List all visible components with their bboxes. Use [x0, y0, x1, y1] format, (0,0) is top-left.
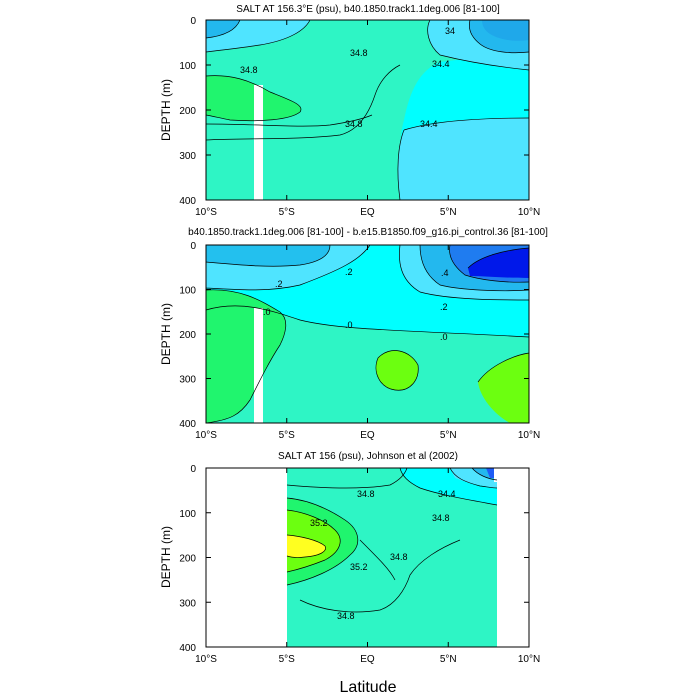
- panel-1-contour-label: 34.4: [420, 119, 438, 129]
- x-tick-label: 10°S: [195, 654, 217, 665]
- y-tick-label: 100: [179, 509, 196, 520]
- panel-1-contour-label: 34.8: [350, 48, 368, 58]
- x-tick-label: 10°S: [195, 207, 217, 218]
- panel-2-clabels: .2 .2 .0 .0 .0 .4 .2: [263, 267, 449, 342]
- y-tick-label: 100: [179, 286, 196, 297]
- x-axis-label: Latitude: [340, 679, 397, 696]
- panel-2-contour-label: .4: [441, 268, 449, 278]
- y-tick-label: 400: [179, 196, 196, 207]
- panel-3: SALT AT 156 (psu), Johnson et al (2002): [159, 451, 540, 665]
- x-tick-label: 5°N: [440, 654, 457, 665]
- panel-3-clabels: 34.8 34.4 35.2 34.8 35.2 34.8 34.8: [310, 489, 456, 621]
- y-tick-label: 200: [179, 330, 196, 341]
- y-tick-label: 400: [179, 643, 196, 654]
- x-tick-label: 5°S: [279, 207, 296, 218]
- panel-1-clabels: 34.8 34.8 34.8 34.4 34.4 34: [240, 26, 455, 129]
- x-tick-label: 5°N: [440, 207, 457, 218]
- x-tick-label: 5°N: [440, 430, 457, 441]
- panel-3-contour-label: 35.2: [350, 562, 368, 572]
- x-tick-label: EQ: [360, 430, 375, 441]
- x-tick-label: 10°N: [518, 654, 540, 665]
- y-tick-label: 400: [179, 419, 196, 430]
- panel-3-contour-label: 35.2: [310, 518, 328, 528]
- panel-3-contour-label: 34.8: [357, 489, 375, 499]
- x-tick-label: 5°S: [279, 654, 296, 665]
- y-tick-label: 200: [179, 554, 196, 565]
- x-tick-label: 10°N: [518, 430, 540, 441]
- y-tick-label: 200: [179, 106, 196, 117]
- panel-3-x-tick-labels: 10°S 5°S EQ 5°N 10°N: [195, 468, 540, 665]
- panel-2-contour-lines: [205, 244, 530, 424]
- y-tick-label: 300: [179, 598, 196, 609]
- x-tick-label: 10°N: [518, 207, 540, 218]
- panel-3-contour-fill: [287, 468, 497, 647]
- y-tick-label: 100: [179, 61, 196, 72]
- panel-3-contour-lines: [286, 467, 498, 613]
- panel-1-contour-label: 34.4: [432, 59, 450, 69]
- y-tick-label: 0: [190, 16, 196, 27]
- panel-3-contour-label: 34.8: [337, 611, 355, 621]
- x-tick-label: EQ: [360, 654, 375, 665]
- y-tick-label: 0: [190, 241, 196, 252]
- panel-3-contour-label: 34.8: [390, 552, 408, 562]
- panel-3-title: SALT AT 156 (psu), Johnson et al (2002): [278, 451, 458, 462]
- panel-2-contour-label: .0: [345, 320, 353, 330]
- x-tick-label: EQ: [360, 207, 375, 218]
- panel-1-title: SALT AT 156.3°E (psu), b40.1850.track1.1…: [236, 4, 500, 15]
- panel-1-y-tick-labels: 0 100 200 300 400: [179, 16, 529, 207]
- y-tick-label: 300: [179, 151, 196, 162]
- panel-3-y-tick-labels: 0 100 200 300 400: [179, 464, 529, 654]
- panel-1-contour-label: 34: [445, 26, 455, 36]
- y-tick-label: 0: [190, 464, 196, 475]
- panel-2-contour-label: .2: [440, 302, 448, 312]
- panel-1-contour-label: 34.8: [240, 65, 258, 75]
- panel-2: b40.1850.track1.1deg.006 [81-100] - b.e1…: [159, 227, 548, 441]
- panel-3-contour-label: 34.4: [438, 489, 456, 499]
- panel-2-x-tick-labels: 10°S 5°S EQ 5°N 10°N: [195, 245, 540, 441]
- panel-2-contour-label: .2: [345, 267, 353, 277]
- panel-2-y-tick-labels: 0 100 200 300 400: [179, 241, 529, 430]
- panel-1-y-axis-label: DEPTH (m): [159, 79, 173, 141]
- panel-2-contour-fill: [206, 245, 529, 423]
- x-tick-label: 5°S: [279, 430, 296, 441]
- panel-2-contour-label: .2: [275, 279, 283, 289]
- panel-1-contour-fill: [206, 20, 529, 200]
- panel-2-contour-label: .0: [263, 307, 271, 317]
- panel-1: SALT AT 156.3°E (psu), b40.1850.track1.1…: [159, 4, 540, 218]
- panel-1-contour-label: 34.8: [345, 119, 363, 129]
- panel-3-y-axis-label: DEPTH (m): [159, 526, 173, 588]
- panel-2-title: b40.1850.track1.1deg.006 [81-100] - b.e1…: [188, 227, 548, 238]
- panel-1-x-tick-labels: 10°S 5°S EQ 5°N 10°N: [195, 20, 540, 218]
- x-tick-label: 10°S: [195, 430, 217, 441]
- panel-3-contour-label: 34.8: [432, 513, 450, 523]
- panel-2-y-axis-label: DEPTH (m): [159, 303, 173, 365]
- panel-2-contour-label: .0: [440, 332, 448, 342]
- panel-1-contour-lines: [205, 19, 530, 201]
- y-tick-label: 300: [179, 375, 196, 386]
